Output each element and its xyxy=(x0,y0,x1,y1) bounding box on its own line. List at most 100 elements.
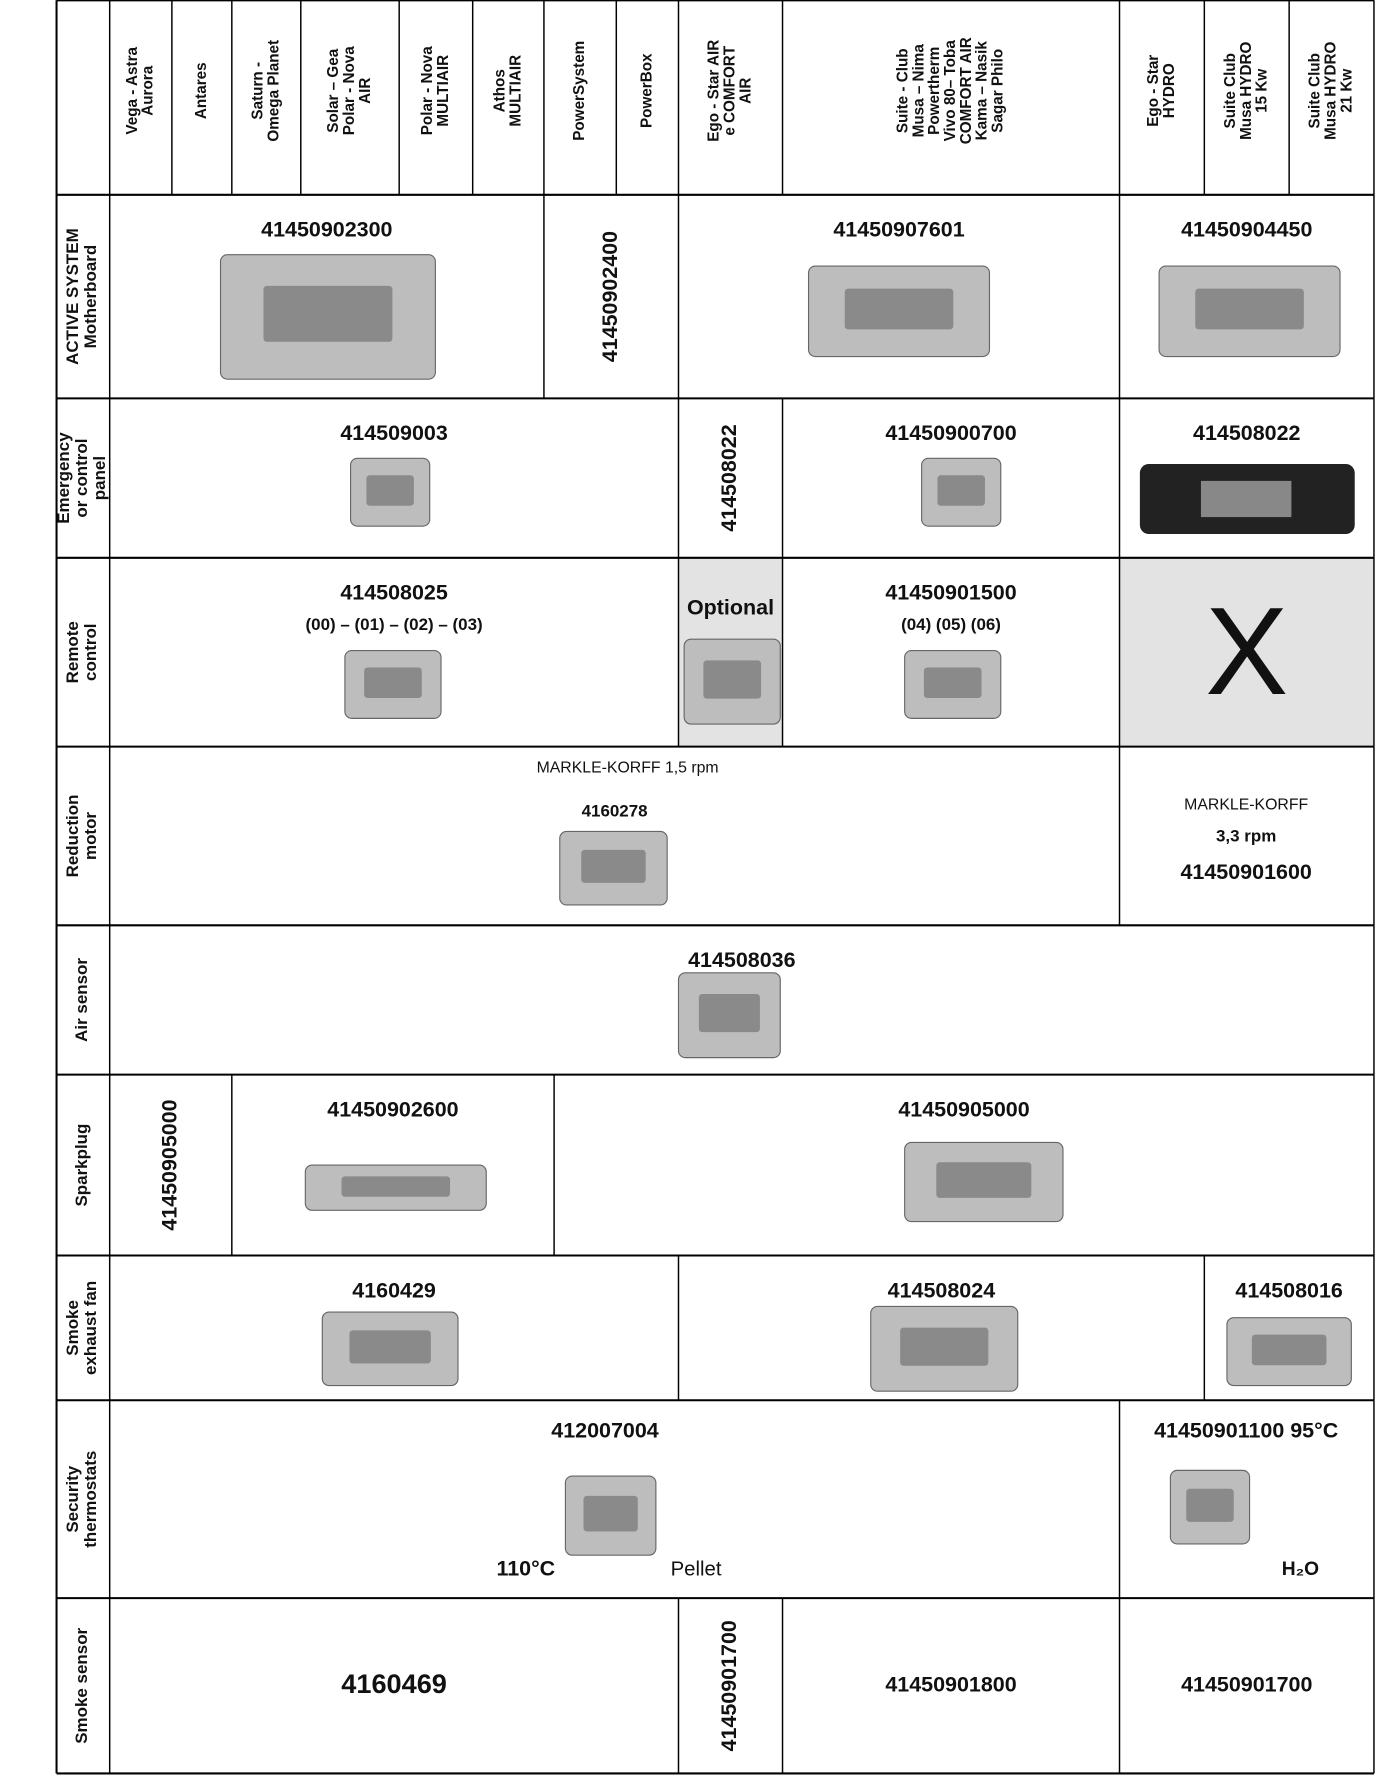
gray-cell xyxy=(1119,557,1374,747)
cell-text: (00) – (01) – (02) – (03) xyxy=(306,615,483,634)
cell-text: 41450901600 xyxy=(1180,860,1311,884)
rotated-text: thermostats xyxy=(81,1451,100,1548)
rotated-text: Suite Club xyxy=(1307,53,1324,128)
cell-text: MARKLE-KORFF xyxy=(1184,797,1308,814)
cell-text: 41450902300 xyxy=(261,218,392,242)
rotated-text: 414508022 xyxy=(717,424,741,532)
product-detail xyxy=(349,1330,431,1364)
rotated-text: Sparkplug xyxy=(72,1124,91,1207)
cell-text: 41450904450 xyxy=(1181,218,1312,242)
rotated-text: COMFORT AIR xyxy=(958,37,975,144)
rotated-text: 21 Kw xyxy=(1338,69,1355,113)
product-detail xyxy=(341,1176,451,1197)
rotated-text: Smoke xyxy=(63,1300,82,1356)
rotated-text: Reduction xyxy=(63,795,82,878)
cell-text: H₂O xyxy=(1282,1559,1319,1580)
rotated-text: 41450905000 xyxy=(157,1099,181,1230)
cell-text: 414508016 xyxy=(1235,1278,1343,1302)
rotated-text: Polar - Nova xyxy=(419,46,436,136)
rotated-text: motor xyxy=(81,812,100,860)
product-detail xyxy=(1186,1488,1234,1522)
cell-text: 41450905000 xyxy=(898,1097,1029,1121)
cell-text: 4160278 xyxy=(582,802,648,821)
rotated-text: Musa – Nima xyxy=(910,44,927,138)
product-detail xyxy=(1195,288,1304,330)
product-detail xyxy=(698,994,760,1033)
product-detail xyxy=(366,475,414,506)
rotated-text: control xyxy=(81,623,100,680)
rotated-text: Musa HYDRO xyxy=(1323,41,1340,139)
rotated-text: AIR xyxy=(737,78,754,104)
rotated-text: 15 Kw xyxy=(1254,69,1271,113)
rotated-text: Solar – Gea xyxy=(325,48,342,132)
product-detail xyxy=(923,667,982,699)
cell-text: (04) (05) (06) xyxy=(901,615,1001,634)
rotated-text: or control xyxy=(72,439,91,518)
cell-text: 41450900700 xyxy=(885,421,1016,445)
cell-text: 41450907601 xyxy=(833,218,964,242)
rotated-text: Ego - Star xyxy=(1145,55,1162,127)
product-detail xyxy=(900,1327,989,1366)
rotated-text: 41450901700 xyxy=(717,1620,741,1751)
cell-text: 414508024 xyxy=(888,1278,996,1302)
rotated-text: e COMFORT xyxy=(722,45,739,135)
rotated-text: Vega - Astra xyxy=(124,46,141,134)
rotated-text: PowerSystem xyxy=(571,41,588,141)
cell-text: X xyxy=(1205,582,1288,721)
rotated-text: Musa HYDRO xyxy=(1238,41,1255,139)
rotated-text: Omega Planet xyxy=(265,40,282,142)
cell-text: Pellet xyxy=(671,1558,722,1580)
cell-text: 4160429 xyxy=(352,1278,436,1302)
rotated-text: Suite Club xyxy=(1222,53,1239,128)
product-detail xyxy=(937,475,985,506)
rotated-text: Athos xyxy=(491,69,508,112)
rotated-text: Saturn - xyxy=(249,62,266,120)
rotated-text: Suite - Club xyxy=(895,48,912,133)
cell-text: 412007004 xyxy=(551,1419,659,1443)
rotated-text: PowerBox xyxy=(638,53,655,128)
panel-display xyxy=(1200,480,1292,518)
rotated-text: Motherboard xyxy=(81,245,100,349)
product-detail xyxy=(263,285,393,342)
cell-text: 4160469 xyxy=(341,1668,447,1699)
cell-text: Optional xyxy=(687,595,774,619)
cell-text: 41450901100 95°C xyxy=(1154,1419,1338,1443)
rotated-text: Emergency xyxy=(54,432,73,524)
rotated-text: Powertherm xyxy=(926,47,943,135)
rotated-text: panel xyxy=(90,456,109,500)
product-detail xyxy=(844,288,954,330)
rotated-text: Smoke sensor xyxy=(72,1627,91,1743)
rotated-text: Ego - Star AIR xyxy=(706,40,723,142)
rotated-text: ACTIVE SYSTEM xyxy=(63,228,82,365)
rotated-text: HYDRO xyxy=(1161,63,1178,118)
cell-text: 414509003 xyxy=(340,421,448,445)
product-detail xyxy=(703,660,762,699)
rotated-text: 41450902400 xyxy=(598,231,622,362)
rotated-text: AIR xyxy=(357,78,374,104)
rotated-text: Kama – Nasik xyxy=(974,41,991,141)
rotated-text: Aurora xyxy=(140,65,157,116)
product-detail xyxy=(581,849,646,883)
cell-text: 41450901700 xyxy=(1181,1672,1312,1696)
cell-text: 414508022 xyxy=(1193,421,1301,445)
cell-text: 110°C xyxy=(496,1557,555,1581)
rotated-text: Polar - Nova xyxy=(341,46,358,136)
rotated-text: MULTIAIR xyxy=(435,55,452,127)
product-detail xyxy=(583,1495,638,1532)
rotated-text: Air sensor xyxy=(72,958,91,1042)
rotated-text: MULTIAIR xyxy=(507,55,524,127)
rotated-text: exhaust fan xyxy=(81,1281,100,1375)
cell-text: 3,3 rpm xyxy=(1216,827,1276,846)
rotated-text: Remote xyxy=(63,621,82,683)
rotated-text: Antares xyxy=(193,62,210,119)
cell-text: 41450901500 xyxy=(885,581,1016,605)
rotated-text: Sagar Philo xyxy=(990,49,1007,133)
rotated-text: Security xyxy=(63,1465,82,1532)
cell-text: MARKLE-KORFF 1,5 rpm xyxy=(537,759,719,776)
cell-text: 414508036 xyxy=(688,948,796,972)
product-detail xyxy=(364,667,422,699)
product-detail xyxy=(936,1162,1032,1198)
cell-text: 414508025 xyxy=(340,581,448,605)
cell-text: 41450901800 xyxy=(885,1672,1016,1696)
